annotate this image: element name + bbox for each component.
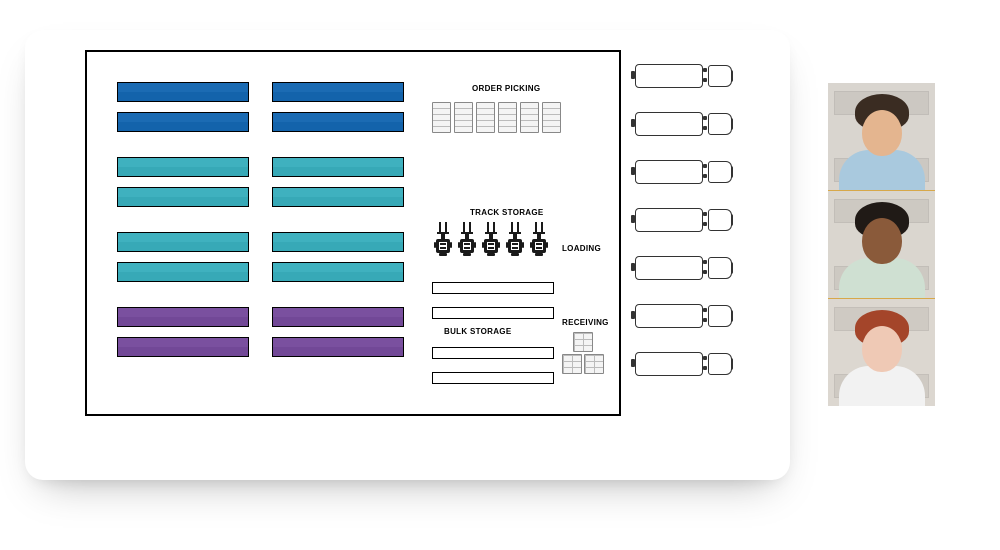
storage-rack [117,262,249,282]
label-receiving: RECEIVING [562,318,609,327]
picking-pallet [454,102,473,133]
forklift-icon [481,222,501,258]
picking-pallet [498,102,517,133]
storage-rack [117,307,249,327]
label-order-picking: ORDER PICKING [472,84,540,93]
storage-rack [117,82,249,102]
storage-rack [117,187,249,207]
forklift-icon [433,222,453,258]
receiving-pallet [562,354,582,374]
bulk-storage-slot [432,307,554,319]
truck-icon [635,204,735,234]
storage-rack [272,307,404,327]
storage-rack [272,337,404,357]
picking-pallet [432,102,451,133]
truck-icon [635,300,735,330]
storage-rack [272,187,404,207]
bulk-storage-slot [432,372,554,384]
participant-avatar[interactable] [828,83,935,190]
picking-pallet [520,102,539,133]
truck-icon [635,108,735,138]
participants-strip [828,83,935,406]
storage-rack [272,82,404,102]
label-bulk-storage: BULK STORAGE [444,327,511,336]
truck-icon [635,156,735,186]
truck-icon [635,252,735,282]
truck-icon [635,60,735,90]
storage-rack [272,262,404,282]
label-track-storage: TRACK STORAGE [470,208,544,217]
warehouse-floorplan: ORDER PICKING TRACK STORAGE LOADING BULK… [85,50,621,416]
picking-pallet [542,102,561,133]
storage-rack [117,337,249,357]
bulk-storage-slot [432,347,554,359]
label-loading: LOADING [562,244,601,253]
storage-rack [117,157,249,177]
receiving-pallet [573,332,593,352]
bulk-storage-slot [432,282,554,294]
storage-rack [272,232,404,252]
storage-rack [117,112,249,132]
forklift-icon [529,222,549,258]
forklift-icon [505,222,525,258]
participant-avatar[interactable] [828,190,935,298]
storage-rack [117,232,249,252]
storage-rack [272,112,404,132]
whiteboard-card: ORDER PICKING TRACK STORAGE LOADING BULK… [25,30,790,480]
truck-icon [635,348,735,378]
storage-rack [272,157,404,177]
picking-pallet [476,102,495,133]
receiving-pallet [584,354,604,374]
participant-avatar[interactable] [828,298,935,406]
forklift-icon [457,222,477,258]
